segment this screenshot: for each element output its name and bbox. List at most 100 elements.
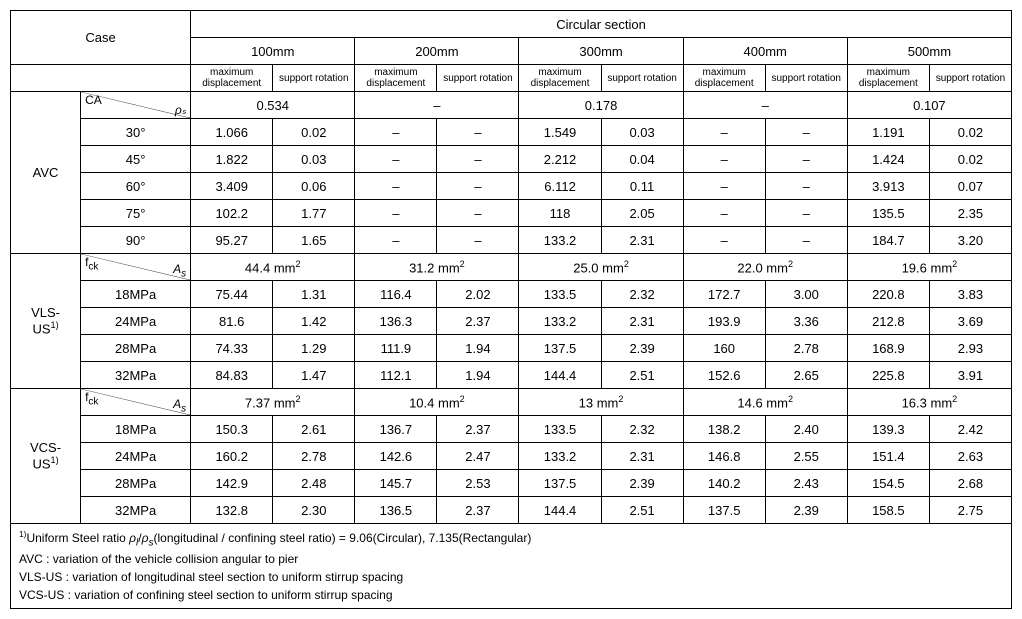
vcs-r2-c7: 2.43 (765, 470, 847, 497)
avc-r2-c7: – (765, 173, 847, 200)
avc-r0-c2: – (355, 119, 437, 146)
vls-r2-c4: 137.5 (519, 335, 601, 362)
vls-r0-c9: 3.83 (929, 281, 1011, 308)
avc-r1-c3: – (437, 146, 519, 173)
header-circular-section: Circular section (191, 11, 1012, 38)
avc-r0-c9: 0.02 (929, 119, 1011, 146)
avc-r2-c8: 3.913 (847, 173, 929, 200)
vcs-r1-c3: 2.47 (437, 443, 519, 470)
vls-r1-c3: 2.37 (437, 308, 519, 335)
vcs-r0-c6: 138.2 (683, 416, 765, 443)
avc-r0-c3: – (437, 119, 519, 146)
avc-r2-c9: 0.07 (929, 173, 1011, 200)
vcs-r0-c3: 2.37 (437, 416, 519, 443)
vls-r0-c4: 133.5 (519, 281, 601, 308)
avc-r2-c2: – (355, 173, 437, 200)
header-size-1: 200mm (355, 38, 519, 65)
avc-r3-c5: 2.05 (601, 200, 683, 227)
vls-r3-c7: 2.65 (765, 362, 847, 389)
header-size-4: 500mm (847, 38, 1011, 65)
vls-rowlab-2: 28MPa (81, 335, 191, 362)
avc-r3-c6: – (683, 200, 765, 227)
vcs-r1-c4: 133.2 (519, 443, 601, 470)
header-size-2: 300mm (519, 38, 683, 65)
vls-hdr-2: 25.0 mm2 (519, 254, 683, 281)
vls-r0-c7: 3.00 (765, 281, 847, 308)
vls-r2-c7: 2.78 (765, 335, 847, 362)
avc-hdr-0: 0.534 (191, 92, 355, 119)
vls-hdr-3: 22.0 mm2 (683, 254, 847, 281)
avc-r4-c5: 2.31 (601, 227, 683, 254)
vls-r2-c2: 111.9 (355, 335, 437, 362)
vls-r3-c8: 225.8 (847, 362, 929, 389)
avc-r1-c5: 0.04 (601, 146, 683, 173)
avc-r1-c2: – (355, 146, 437, 173)
vls-r2-c1: 1.29 (273, 335, 355, 362)
header-suprot-3: support rotation (765, 65, 847, 92)
avc-r0-c7: – (765, 119, 847, 146)
vcs-r3-c4: 144.4 (519, 497, 601, 524)
avc-r3-c4: 118 (519, 200, 601, 227)
vls-r1-c5: 2.31 (601, 308, 683, 335)
vcs-r3-c6: 137.5 (683, 497, 765, 524)
vcs-r0-c5: 2.32 (601, 416, 683, 443)
vcs-r1-c7: 2.55 (765, 443, 847, 470)
avc-rowlab-0: 30° (81, 119, 191, 146)
avc-rowlab-1: 45° (81, 146, 191, 173)
vls-rowlab-1: 24MPa (81, 308, 191, 335)
vls-r0-c2: 116.4 (355, 281, 437, 308)
vls-r3-c9: 3.91 (929, 362, 1011, 389)
vcs-r3-c9: 2.75 (929, 497, 1011, 524)
vcs-rowlab-3: 32MPa (81, 497, 191, 524)
vls-r0-c0: 75.44 (191, 281, 273, 308)
vcs-r3-c5: 2.51 (601, 497, 683, 524)
avc-rowlab-3: 75° (81, 200, 191, 227)
vls-r3-c5: 2.51 (601, 362, 683, 389)
vcs-r2-c9: 2.68 (929, 470, 1011, 497)
vcs-rowlab-2: 28MPa (81, 470, 191, 497)
vls-r0-c6: 172.7 (683, 281, 765, 308)
vls-r1-c6: 193.9 (683, 308, 765, 335)
vcs-hdr-4: 16.3 mm2 (847, 389, 1011, 416)
vls-r1-c9: 3.69 (929, 308, 1011, 335)
avc-r0-c0: 1.066 (191, 119, 273, 146)
avc-r3-c8: 135.5 (847, 200, 929, 227)
vls-r2-c3: 1.94 (437, 335, 519, 362)
header-maxdisp-0: maximum displacement (191, 65, 273, 92)
vcs-r1-c2: 142.6 (355, 443, 437, 470)
header-blank (11, 65, 191, 92)
vls-label: VLS-US1) (11, 254, 81, 389)
avc-r4-c3: – (437, 227, 519, 254)
vls-r3-c2: 112.1 (355, 362, 437, 389)
vcs-r2-c2: 145.7 (355, 470, 437, 497)
vcs-r1-c0: 160.2 (191, 443, 273, 470)
vcs-r3-c1: 2.30 (273, 497, 355, 524)
avc-hdr-4: 0.107 (847, 92, 1011, 119)
vcs-r3-c8: 158.5 (847, 497, 929, 524)
avc-r0-c8: 1.191 (847, 119, 929, 146)
avc-r4-c1: 1.65 (273, 227, 355, 254)
avc-r0-c1: 0.02 (273, 119, 355, 146)
header-suprot-2: support rotation (601, 65, 683, 92)
vcs-hdr-0: 7.37 mm2 (191, 389, 355, 416)
avc-r4-c2: – (355, 227, 437, 254)
vcs-hdr-2: 13 mm2 (519, 389, 683, 416)
vls-r3-c3: 1.94 (437, 362, 519, 389)
vcs-r1-c5: 2.31 (601, 443, 683, 470)
header-case: Case (11, 11, 191, 65)
avc-r0-c5: 0.03 (601, 119, 683, 146)
avc-r0-c6: – (683, 119, 765, 146)
vls-r1-c0: 81.6 (191, 308, 273, 335)
vls-hdr-1: 31.2 mm2 (355, 254, 519, 281)
avc-r3-c2: – (355, 200, 437, 227)
vls-r3-c0: 84.83 (191, 362, 273, 389)
vls-r2-c0: 74.33 (191, 335, 273, 362)
avc-r3-c3: – (437, 200, 519, 227)
vls-r2-c5: 2.39 (601, 335, 683, 362)
avc-r4-c7: – (765, 227, 847, 254)
avc-hdr-2: 0.178 (519, 92, 683, 119)
vcs-r2-c8: 154.5 (847, 470, 929, 497)
vcs-hdr-3: 14.6 mm2 (683, 389, 847, 416)
vls-rowlab-0: 18MPa (81, 281, 191, 308)
vls-r2-c9: 2.93 (929, 335, 1011, 362)
